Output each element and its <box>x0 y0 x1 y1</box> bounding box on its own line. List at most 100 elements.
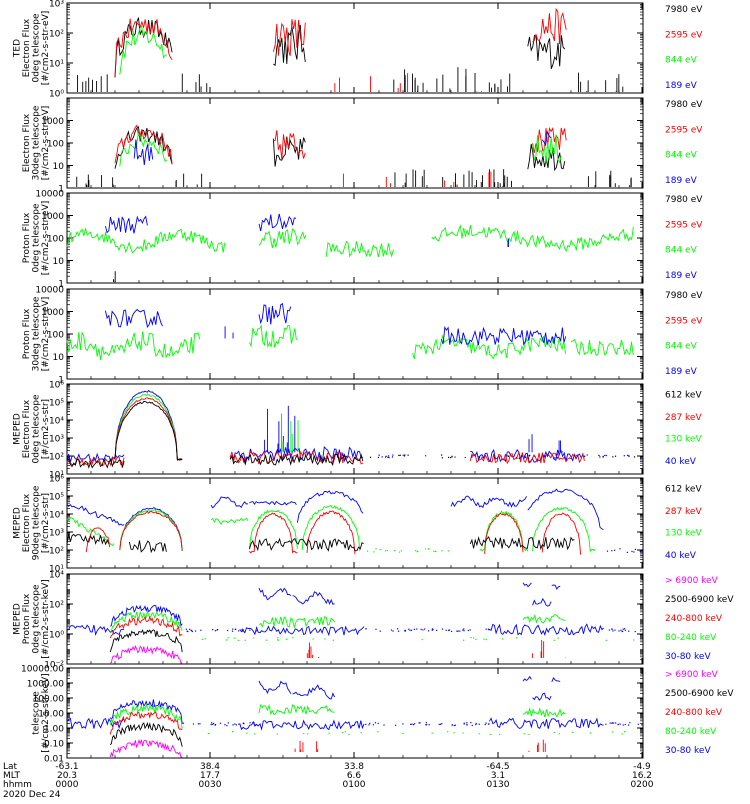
legend-entry: 612 keV <box>665 485 702 495</box>
series-trace <box>258 680 292 694</box>
series-dot <box>611 722 613 724</box>
y-tick-label: 1.00 <box>44 725 64 735</box>
series-dot <box>244 639 246 641</box>
y-axis-title-line: Electron Flux <box>22 399 32 458</box>
y-tick-label: 10² <box>49 453 64 463</box>
series-dot <box>213 722 215 725</box>
series-dot <box>402 723 404 725</box>
series-trace <box>66 517 115 546</box>
panel-frame <box>66 288 644 380</box>
series-dot <box>627 454 629 456</box>
series-trace <box>532 597 552 607</box>
series-dot <box>466 723 468 726</box>
series-dot <box>447 456 450 459</box>
series-dot <box>186 630 188 632</box>
series-dot <box>422 629 424 631</box>
series-dot <box>396 628 399 630</box>
series-trace <box>469 536 575 551</box>
x-row-label: hhmm <box>3 780 32 790</box>
series-trace <box>248 509 298 550</box>
series-dot <box>467 629 469 632</box>
x-tick-lat: 38.4 <box>200 762 220 772</box>
series-trace <box>114 400 183 461</box>
series-trace <box>109 738 183 758</box>
series-trace <box>109 721 183 747</box>
series-dot <box>471 455 473 457</box>
series-dot <box>409 629 411 631</box>
series-dot <box>378 454 380 456</box>
series-trace <box>128 540 167 554</box>
series-trace <box>114 124 173 164</box>
series-dot <box>633 639 635 641</box>
x-tick-hhmm: 0200 <box>631 780 654 790</box>
series-dot <box>428 724 430 726</box>
x-row-label: Lat <box>3 762 18 772</box>
series-dot <box>227 637 229 639</box>
series-trace <box>110 645 183 664</box>
series-dot <box>238 630 240 632</box>
series-dot <box>518 457 520 459</box>
legend-entry: 130 keV <box>665 435 702 445</box>
series-dot <box>464 456 466 459</box>
series-traces <box>66 582 642 664</box>
series-dot <box>463 639 465 641</box>
series-dot <box>238 723 240 725</box>
series-dot <box>303 732 305 735</box>
series-dot <box>431 628 434 630</box>
series-dot <box>374 722 377 724</box>
series-dot <box>418 722 420 724</box>
series-dot <box>231 630 234 632</box>
legend-entry: 2500-6900 keV <box>665 595 734 605</box>
y-axis-title-line: 0deg telescope <box>32 394 42 464</box>
series-dot <box>368 724 370 726</box>
series-dot <box>199 723 201 725</box>
series-dot <box>246 732 248 734</box>
panel-5: 10¹ 10² 10³ 10⁴ 10⁵ 10⁶ MEPED Electron Flux 0deg… <box>13 381 703 481</box>
series-trace <box>532 692 552 701</box>
series-dot <box>463 722 465 724</box>
y-tick-label: 100 <box>47 331 64 341</box>
series-dot <box>214 630 217 632</box>
series-dot <box>619 548 621 550</box>
legend-entry: 7980 eV <box>665 291 703 301</box>
series-dot <box>527 457 530 459</box>
x-tick-hhmm: 0000 <box>56 780 79 790</box>
series-dot <box>377 722 379 725</box>
series-dot <box>629 722 631 724</box>
series-dot <box>488 629 490 631</box>
legend-entry: 287 keV <box>665 413 702 423</box>
series-trace <box>229 453 364 467</box>
series-dot <box>433 550 435 552</box>
series-dot <box>623 455 625 457</box>
series-dot <box>372 724 375 726</box>
series-dot <box>241 630 243 632</box>
series-trace <box>210 496 249 509</box>
series-dot <box>471 456 473 458</box>
series-dot <box>627 724 630 726</box>
y-axis-title-line: MEPED <box>13 507 23 539</box>
series-trace <box>119 132 168 167</box>
series-dot <box>488 723 490 725</box>
series-trace <box>239 719 365 731</box>
y-axis-title-line: 30deg telescope <box>32 296 42 371</box>
legend-entry: 130 keV <box>665 529 702 539</box>
series-dot <box>404 630 406 632</box>
panel-8: 0.01 0.10 1.00 10.00 100.00 1000.00 10000.00 te… <box>21 665 734 765</box>
series-dot <box>441 628 444 630</box>
y-tick-label: 10⁰ <box>49 631 64 641</box>
series-dot <box>416 551 418 553</box>
series-dot <box>395 724 397 726</box>
series-dot <box>608 629 610 631</box>
series-dot <box>366 550 369 552</box>
legend-entry: 189 eV <box>665 367 698 377</box>
series-dot <box>481 457 483 459</box>
x-tick-mlt: 20.3 <box>57 771 77 781</box>
series-trace <box>66 331 201 361</box>
series-dot <box>470 637 472 639</box>
series-dot <box>611 550 613 552</box>
legend-entry: 189 eV <box>665 271 698 281</box>
series-dot <box>402 732 404 734</box>
series-dot <box>611 628 613 630</box>
series-dot <box>475 723 477 726</box>
series-dot <box>619 723 621 725</box>
